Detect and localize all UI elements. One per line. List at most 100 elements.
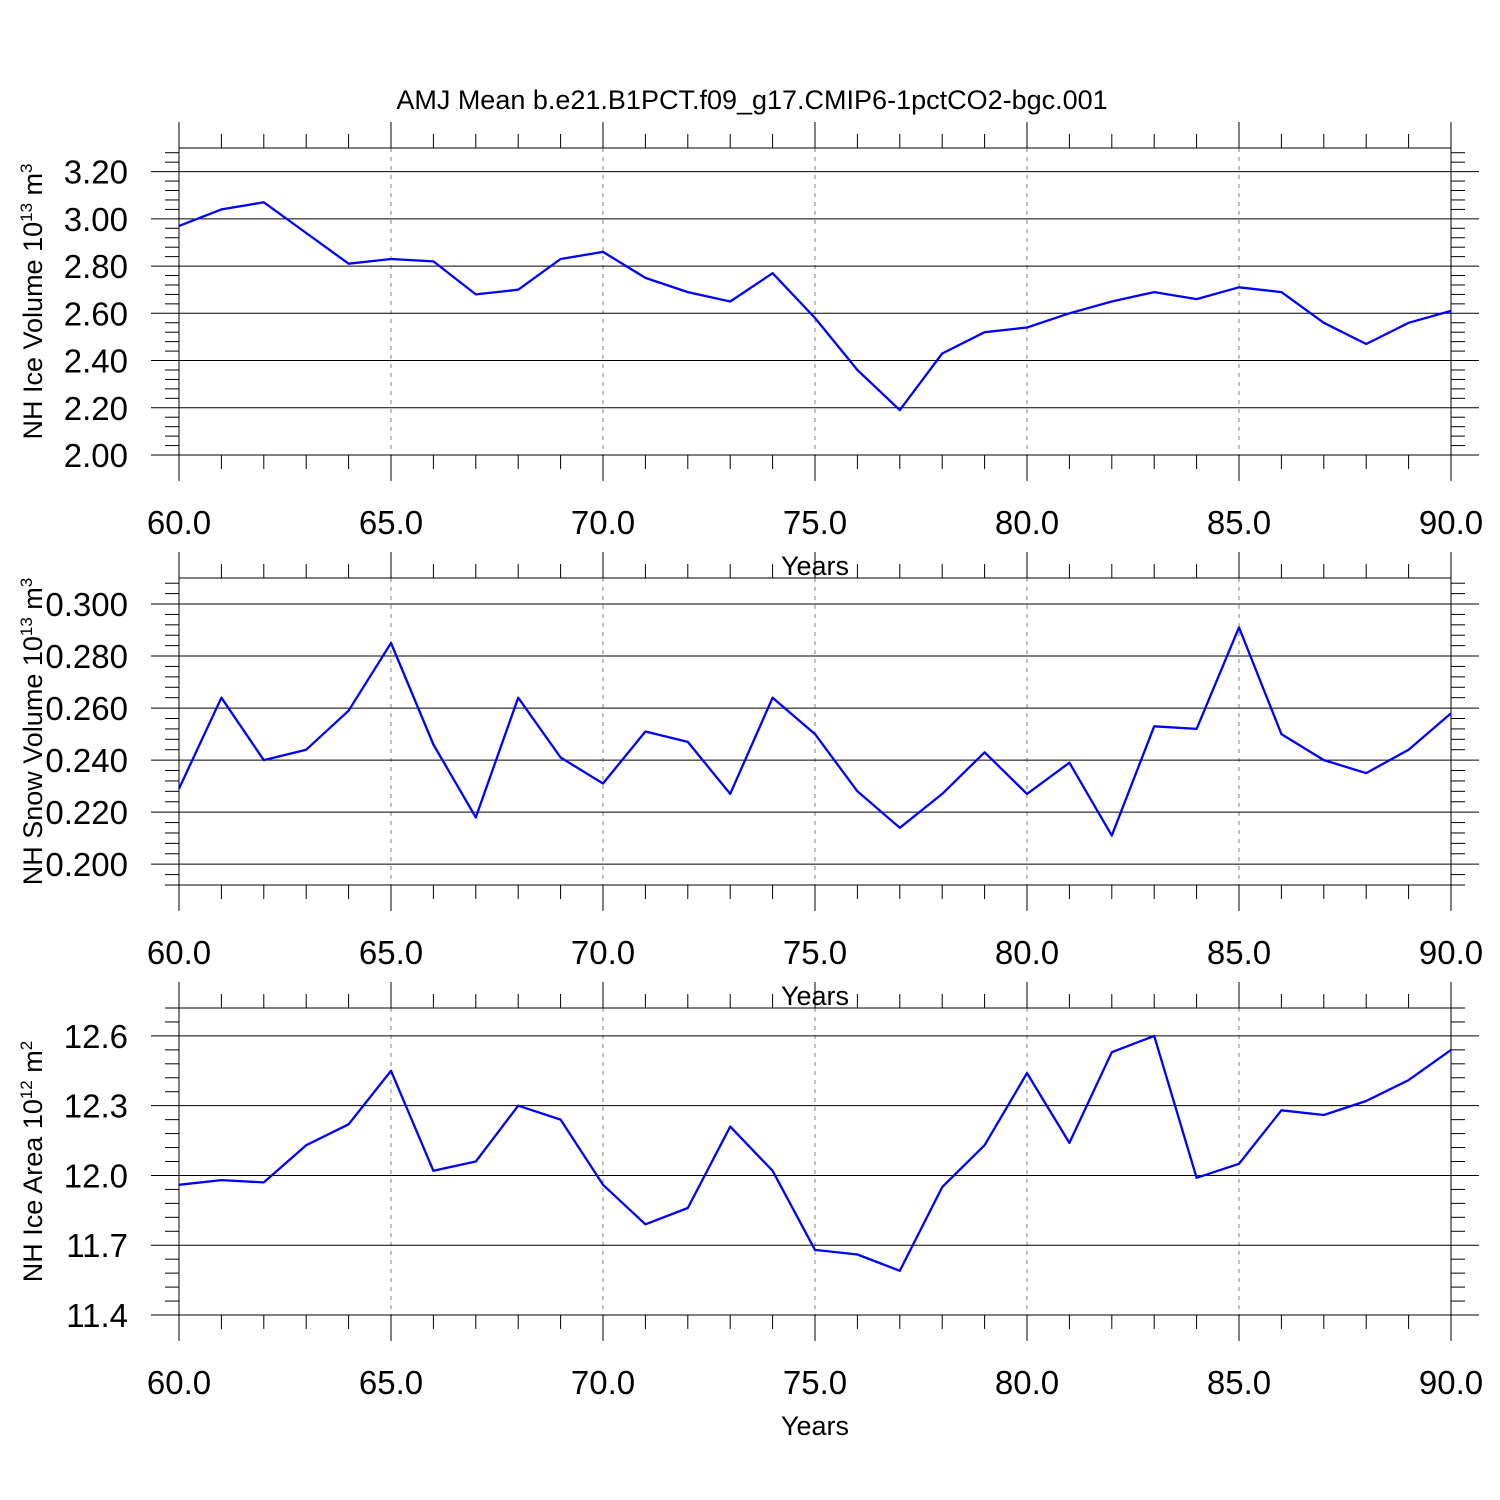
data-point: [1152, 724, 1156, 728]
data-point: [686, 1206, 690, 1210]
data-point: [559, 257, 563, 261]
data-point: [983, 750, 987, 754]
y-axis-label: NH Ice Volume 1013 m3: [17, 164, 48, 440]
data-point: [1364, 342, 1368, 346]
data-point: [686, 740, 690, 744]
data-point: [516, 288, 520, 292]
data-point: [1449, 309, 1453, 313]
data-point: [304, 231, 308, 235]
y-tick-label: 0.220: [45, 794, 128, 831]
data-point: [898, 1269, 902, 1273]
y-label-superscript: 3: [17, 164, 36, 173]
data-point: [1237, 285, 1241, 289]
data-point: [304, 748, 308, 752]
data-point: [686, 290, 690, 294]
data-point: [389, 641, 393, 645]
data-point: [1449, 1048, 1453, 1052]
data-point: [177, 1183, 181, 1187]
figure-title: AMJ Mean b.e21.B1PCT.f09_g17.CMIP6-1pctC…: [396, 85, 1107, 115]
data-point: [1322, 321, 1326, 325]
data-point: [813, 1248, 817, 1252]
data-point: [855, 368, 859, 372]
y-tick-label: 0.260: [45, 690, 128, 727]
data-point: [771, 696, 775, 700]
x-axis-label: Years: [781, 1411, 849, 1441]
data-point: [771, 271, 775, 275]
data-point: [1152, 290, 1156, 294]
x-tick-label: 75.0: [783, 934, 847, 971]
data-point: [1364, 1099, 1368, 1103]
y-label-text: NH Ice Volume 10: [18, 222, 48, 440]
y-label-superscript: 13: [17, 617, 36, 636]
x-tick-label: 65.0: [359, 1364, 423, 1401]
data-point: [219, 1178, 223, 1182]
data-point: [1279, 290, 1283, 294]
x-tick-label: 65.0: [359, 934, 423, 971]
y-axis-label: NH Snow Volume 1013 m3: [17, 578, 48, 886]
data-point: [389, 257, 393, 261]
x-tick-label: 90.0: [1419, 934, 1483, 971]
data-point: [601, 1183, 605, 1187]
x-tick-label: 60.0: [147, 504, 211, 541]
data-point: [1110, 1050, 1114, 1054]
y-tick-label: 2.80: [64, 248, 128, 285]
data-point: [431, 259, 435, 263]
data-point: [1067, 1141, 1071, 1145]
y-tick-label: 2.00: [64, 437, 128, 474]
x-tick-label: 80.0: [995, 504, 1059, 541]
data-point: [1195, 1176, 1199, 1180]
y-tick-label: 12.0: [64, 1157, 128, 1194]
data-point: [219, 207, 223, 211]
y-tick-label: 2.20: [64, 390, 128, 427]
data-point: [1407, 1078, 1411, 1082]
x-tick-label: 90.0: [1419, 1364, 1483, 1401]
y-tick-label: 11.7: [66, 1227, 128, 1264]
data-point: [601, 250, 605, 254]
y-label-superscript: 2: [17, 1041, 36, 1050]
data-point: [347, 1122, 351, 1126]
data-point: [940, 1185, 944, 1189]
data-point: [1025, 1071, 1029, 1075]
series-line: [178, 201, 1452, 412]
x-tick-label: 80.0: [995, 934, 1059, 971]
x-tick-label: 60.0: [147, 1364, 211, 1401]
x-tick-label: 85.0: [1207, 1364, 1271, 1401]
y-tick-label: 0.300: [45, 586, 128, 623]
data-point: [983, 1143, 987, 1147]
series-line: [178, 1034, 1452, 1272]
y-label-text: m: [18, 587, 48, 617]
data-point: [1407, 321, 1411, 325]
data-point: [262, 200, 266, 204]
data-point: [1322, 758, 1326, 762]
x-tick-label: 85.0: [1207, 504, 1271, 541]
data-point: [304, 1143, 308, 1147]
data-point: [474, 1160, 478, 1164]
y-label-superscript: 13: [17, 203, 36, 222]
data-point: [601, 782, 605, 786]
data-point: [1407, 748, 1411, 752]
data-point: [177, 224, 181, 228]
data-point: [177, 787, 181, 791]
y-tick-label: 11.4: [66, 1297, 128, 1334]
x-tick-label: 65.0: [359, 504, 423, 541]
y-tick-label: 3.00: [64, 201, 128, 238]
data-point: [855, 1253, 859, 1257]
data-point: [771, 1169, 775, 1173]
chart-panel-1: 2.00 2.20 2.40 2.60 2.80 3.00 3.20 60.0 65.0 70.0…: [17, 122, 1483, 581]
data-point: [898, 408, 902, 412]
data-point: [1279, 732, 1283, 736]
data-point: [643, 276, 647, 280]
y-tick-label: 2.60: [64, 295, 128, 332]
data-point: [262, 1180, 266, 1184]
data-point: [1195, 727, 1199, 731]
data-point: [940, 792, 944, 796]
data-point: [431, 1169, 435, 1173]
y-tick-label: 2.40: [64, 343, 128, 380]
data-point: [813, 316, 817, 320]
y-tick-label: 12.3: [64, 1088, 128, 1125]
data-point: [940, 351, 944, 355]
data-point: [643, 1222, 647, 1226]
data-point: [559, 756, 563, 760]
data-point: [1067, 761, 1071, 765]
